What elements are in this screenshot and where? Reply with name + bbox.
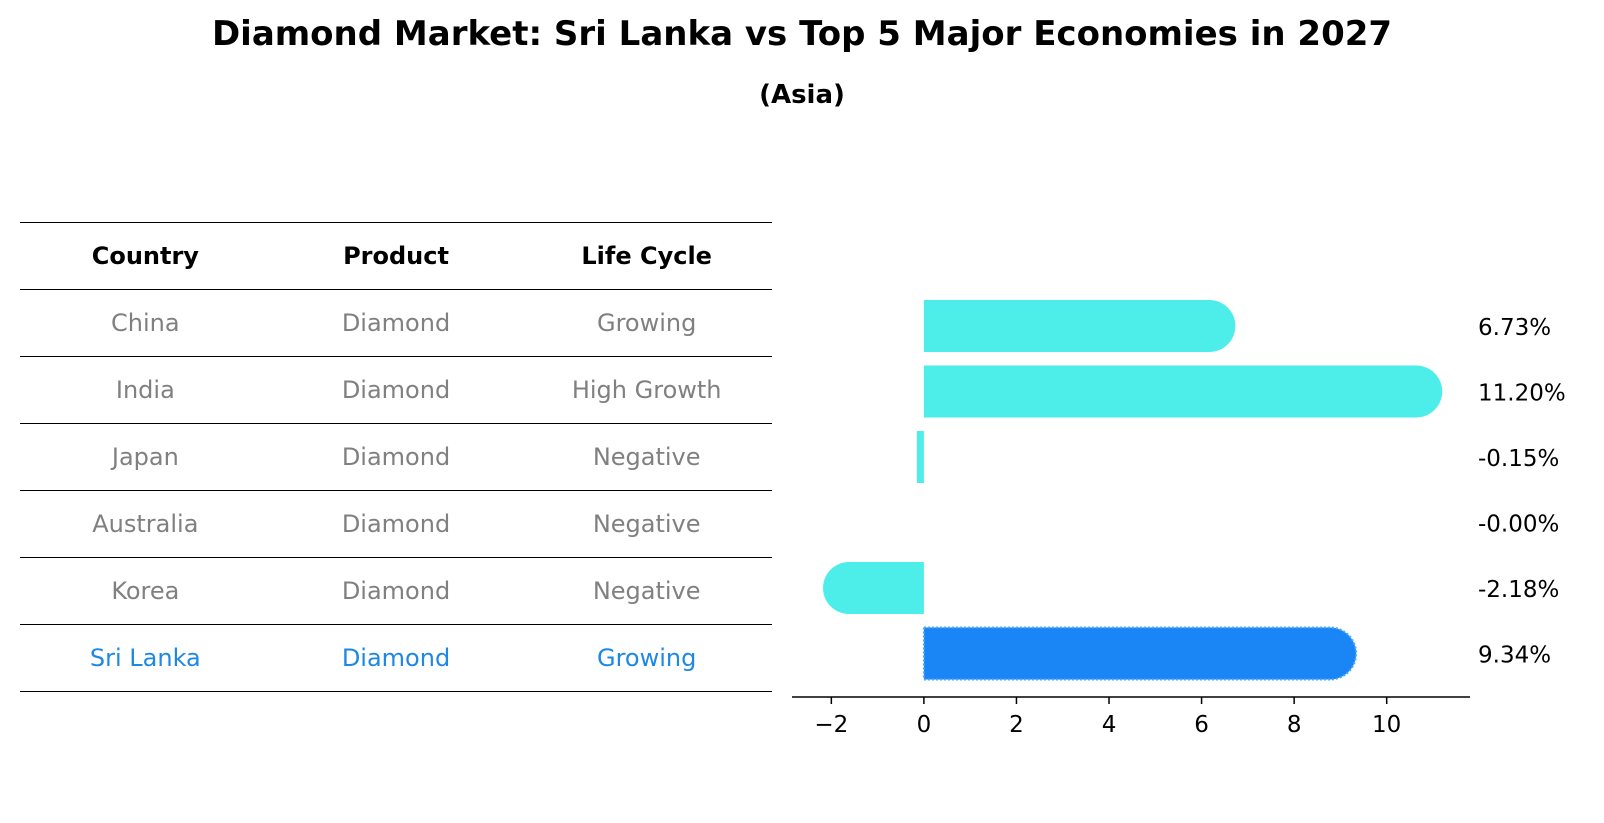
x-tick-label: 8 [1287,712,1302,738]
data-table: Country Product Life Cycle China Diamond… [20,222,772,692]
cell-country: Japan [111,443,179,471]
table-header-row: Country Product Life Cycle [20,222,772,290]
header-life-cycle: Life Cycle [581,242,712,270]
table-row-highlight: Sri Lanka Diamond Growing [20,625,772,692]
cell-country: China [111,309,180,337]
value-label: -0.15% [1478,446,1559,472]
cell-country: Sri Lanka [89,644,201,672]
value-label: -0.00% [1478,512,1559,538]
chart-subtitle: (Asia) [759,80,845,110]
bar-india [923,365,1443,418]
table-row: India Diamond High Growth [20,357,772,424]
cell-life-cycle: Negative [592,577,701,605]
value-label: 9.34% [1478,643,1551,669]
header-country: Country [91,242,199,270]
cell-product: Diamond [341,443,451,471]
value-label: 11.20% [1478,381,1566,407]
x-tick-label: 4 [1102,712,1117,738]
cell-life-cycle: High Growth [571,376,722,404]
cell-life-cycle: Growing [596,309,697,337]
table-row: China Diamond Growing [20,290,772,357]
bar-sri-lanka [922,626,1358,681]
cell-country: India [115,376,175,404]
cell-product: Diamond [341,376,451,404]
cell-life-cycle: Negative [592,443,701,471]
cell-product: Diamond [341,510,451,538]
x-tick-label: 6 [1194,712,1209,738]
table-row: Australia Diamond Negative [20,491,772,558]
table-row: Japan Diamond Negative [20,424,772,491]
x-tick-label: 10 [1372,712,1401,738]
value-label: -2.18% [1478,577,1559,603]
cell-product: Diamond [341,644,451,672]
x-tick-label: 0 [917,712,932,738]
value-label: 6.73% [1478,315,1551,341]
cell-country: Korea [111,577,180,605]
header-product: Product [343,242,449,270]
chart-title: Diamond Market: Sri Lanka vs Top 5 Major… [211,14,1393,54]
cell-life-cycle: Growing [596,644,697,672]
x-tick-label: 2 [1009,712,1024,738]
x-tick-label: −2 [814,712,848,738]
bar-japan [916,431,924,483]
cell-life-cycle: Negative [592,510,701,538]
bar-korea [823,562,924,614]
cell-country: Australia [92,510,199,538]
cell-product: Diamond [341,309,451,337]
table-row: Korea Diamond Negative [20,558,772,625]
bar-china [923,300,1236,352]
cell-product: Diamond [341,577,451,605]
